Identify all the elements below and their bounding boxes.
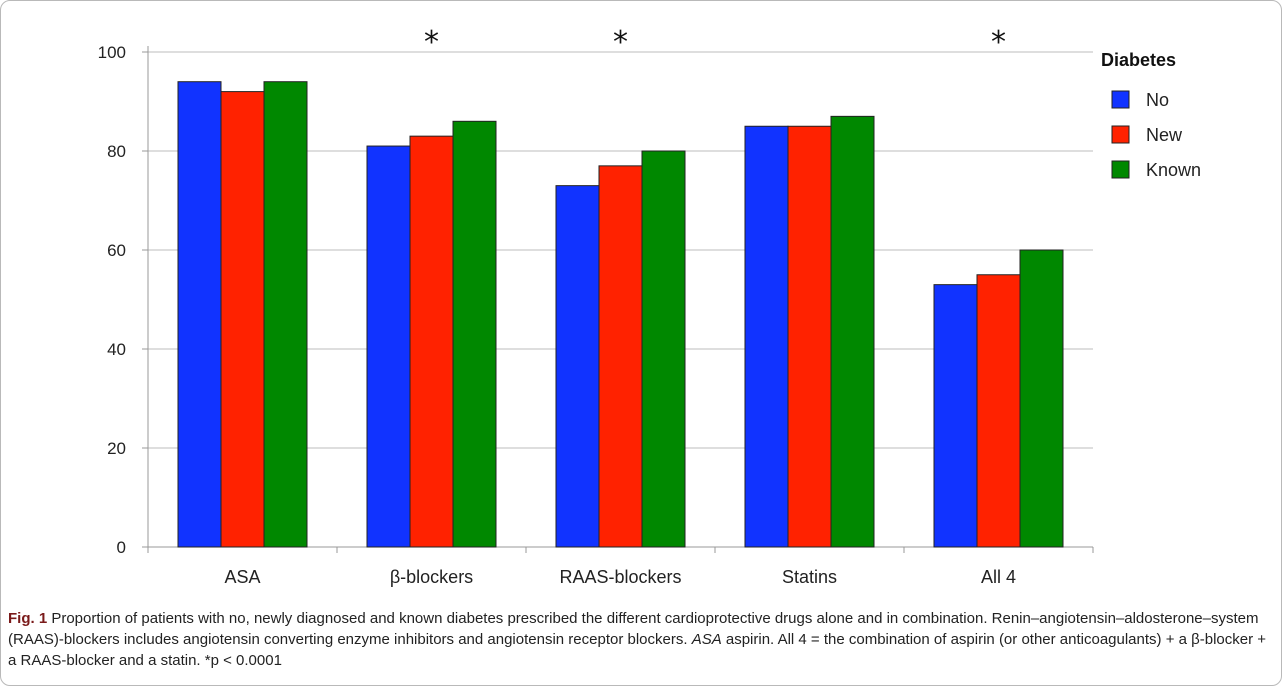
significance-marker: * <box>424 25 439 60</box>
y-tick-label: 40 <box>107 340 126 359</box>
legend-label-new: New <box>1146 125 1183 145</box>
bar-known <box>641 150 686 548</box>
x-category-label: RAAS-blockers <box>559 567 681 587</box>
labels: 0 20 40 60 80 100 ASA β-blockers * RAAS-blockers *… <box>98 25 1016 587</box>
x-category-label: Statins <box>782 567 837 587</box>
legend-label-no: No <box>1146 90 1169 110</box>
bar-known <box>263 81 308 548</box>
bars <box>177 81 1064 548</box>
bar-new <box>787 125 832 548</box>
legend-swatch-no <box>1111 90 1130 109</box>
x-category-label: All 4 <box>981 567 1016 587</box>
bar-new <box>220 91 265 548</box>
bar-no <box>933 284 978 548</box>
y-tick-label: 80 <box>107 142 126 161</box>
bar-no <box>366 145 411 548</box>
figure-caption: Fig. 1 Proportion of patients with no, n… <box>8 608 1276 671</box>
bar-new <box>598 165 643 548</box>
legend-title: Diabetes <box>1101 50 1176 70</box>
legend: Diabetes No New Known <box>1101 50 1201 180</box>
y-tick-label: 0 <box>117 538 126 557</box>
bar-no <box>744 125 789 548</box>
y-tick-label: 20 <box>107 439 126 458</box>
y-tick-label: 60 <box>107 241 126 260</box>
caption-text-end: aspirin. All 4 = the combination of aspi… <box>8 631 1267 669</box>
caption-text: Proportion of patients with no, newly di… <box>8 610 1259 648</box>
bar-known <box>1019 249 1064 548</box>
legend-swatch-new <box>1111 125 1130 144</box>
x-category-label: ASA <box>224 567 260 587</box>
bar-new <box>409 135 454 548</box>
bar-no <box>177 81 222 548</box>
legend-label-known: Known <box>1146 160 1201 180</box>
legend-swatch-known <box>1111 160 1130 179</box>
bar-chart: 0 20 40 60 80 100 ASA β-blockers * RAAS-blockers *… <box>98 25 1201 587</box>
bar-new <box>976 274 1021 548</box>
bar-known <box>452 120 497 548</box>
significance-marker: * <box>613 25 628 60</box>
y-tick-label: 100 <box>98 43 126 62</box>
bar-known <box>830 115 875 548</box>
bar-no <box>555 185 600 548</box>
x-category-label: β-blockers <box>390 567 473 587</box>
significance-marker: * <box>991 25 1006 60</box>
figure-label: Fig. 1 <box>8 610 48 627</box>
caption-abbrev: ASA <box>691 631 722 648</box>
